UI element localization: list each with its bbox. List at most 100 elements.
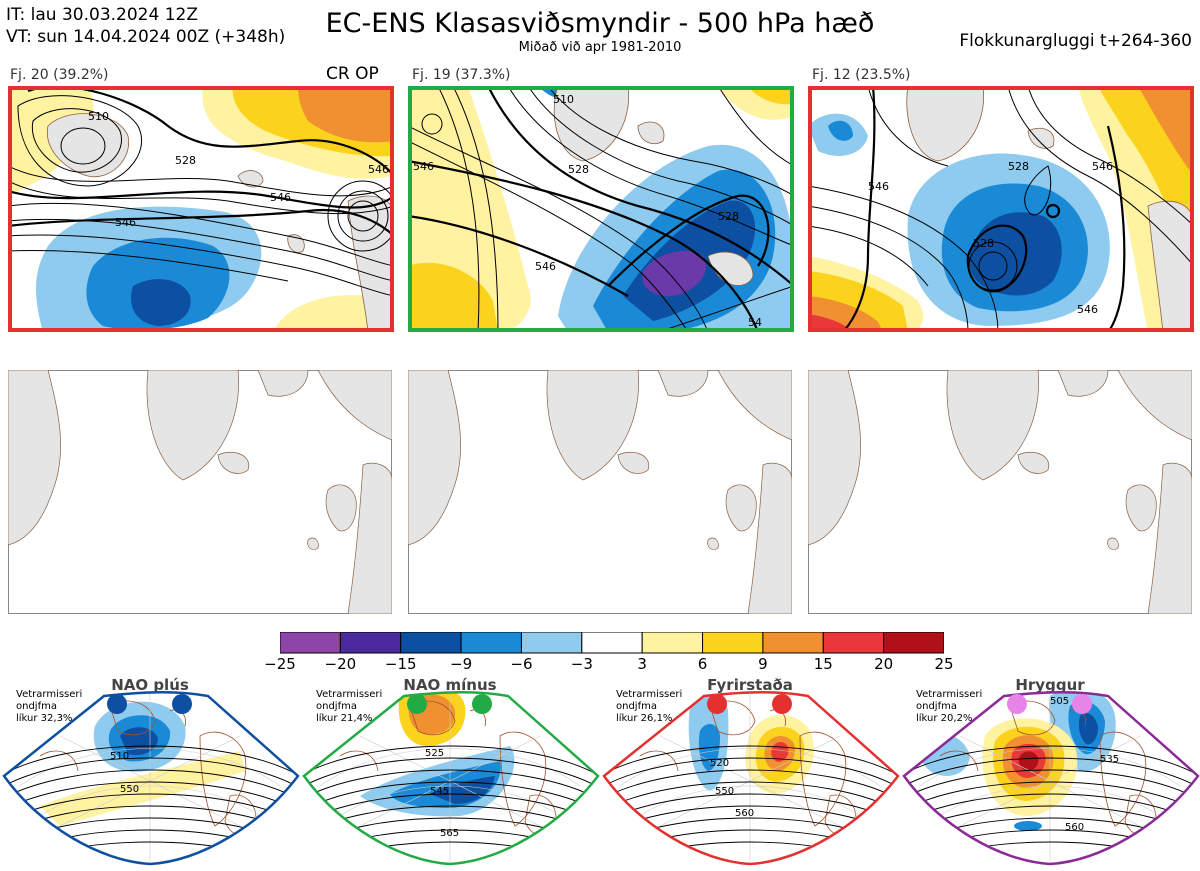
- classification-window: Flokkunargluggi t+264-360: [959, 31, 1192, 51]
- regime-contour-label: 565: [440, 828, 460, 839]
- regime-panel: Hryggur Vetrarmisseri ondjfma líkur 20,2% 50…: [900, 676, 1200, 871]
- regime-marker-dot: [772, 694, 792, 714]
- colorbar-tick-label: −25: [264, 655, 296, 673]
- regime-contour-label: 510: [110, 751, 130, 762]
- regime-marker-dot: [1072, 694, 1092, 714]
- regime-winter-line: Vetrarmisseri: [616, 689, 683, 700]
- cluster-1-op-label: CR OP: [326, 64, 379, 84]
- page-title: EC-ENS Klasasviðsmyndir - 500 hPa hæð: [325, 8, 875, 39]
- colorbar: [279, 631, 945, 658]
- regime-winter-line: ondjfma: [916, 701, 957, 712]
- header-info: IT: lau 30.03.2024 12Z VT: sun 14.04.202…: [6, 4, 285, 48]
- page-subtitle: Miðað við apr 1981-2010: [518, 40, 682, 55]
- colorbar-tick-label: −3: [570, 655, 593, 673]
- regime-marker-dot: [172, 694, 192, 714]
- regime-winter-note: Vetrarmisseri ondjfma líkur 32,3%: [16, 689, 82, 725]
- regime-marker-dot: [472, 694, 492, 714]
- regime-panel: NAO plús Vetrarmisseri ondjfma líkur 32,3% 5…: [0, 676, 300, 871]
- colorbar-segment: [339, 631, 402, 654]
- regime-title: Hryggur: [1015, 676, 1085, 694]
- colorbar-segment: [822, 631, 885, 654]
- regime-winter-line: Vetrarmisseri: [916, 689, 983, 700]
- cluster-1-contour-label: 546: [368, 163, 389, 176]
- regime-contour-label: 560: [1065, 822, 1085, 833]
- empty-map-2: [408, 370, 792, 614]
- regime-contour-label: 520: [710, 758, 730, 769]
- colorbar-tick-label: 6: [697, 655, 708, 673]
- regime-marker-dot: [707, 694, 727, 714]
- cluster-3-contour-label: 546: [1077, 303, 1098, 316]
- regime-map: [602, 691, 900, 866]
- cluster-3-label: Fj. 12 (23.5%): [812, 67, 911, 83]
- regime-contour-label: 550: [715, 786, 735, 797]
- regime-winter-line: ondjfma: [316, 701, 357, 712]
- regime-contour-label: 550: [120, 784, 140, 795]
- regime-winter-note: Vetrarmisseri ondjfma líkur 21,4%: [316, 689, 382, 725]
- cluster-3-map: [808, 86, 1194, 332]
- regime-winter-line: Vetrarmisseri: [316, 689, 383, 700]
- colorbar-segment: [581, 631, 643, 654]
- regime-winter-line: líkur 20,2%: [916, 713, 973, 724]
- cluster-2-contour-label: 528: [568, 163, 589, 176]
- colorbar-tick-label: 15: [813, 655, 833, 673]
- colorbar-segment: [520, 631, 583, 654]
- empty-map-3: [808, 370, 1192, 614]
- cluster-2-map: [408, 86, 794, 332]
- cluster-1-contour-label: 546: [270, 191, 291, 204]
- regime-winter-line: ondjfma: [16, 701, 57, 712]
- regime-marker-dot: [107, 694, 127, 714]
- cluster-3-contour-label: 528: [973, 237, 994, 250]
- colorbar-tick-label: −20: [324, 655, 357, 673]
- colorbar-tick-label: 9: [758, 655, 768, 673]
- regime-title: NAO plús: [111, 676, 189, 694]
- regime-contour-label: 525: [425, 748, 445, 759]
- initial-time: IT: lau 30.03.2024 12Z: [6, 5, 198, 25]
- regime-winter-line: líkur 21,4%: [316, 713, 373, 724]
- regime-winter-note: Vetrarmisseri ondjfma líkur 26,1%: [616, 689, 682, 725]
- regime-map: [2, 691, 300, 866]
- regime-contour-label: 535: [1100, 754, 1120, 765]
- regime-contour-label: 560: [735, 808, 755, 819]
- colorbar-tick-label: 3: [637, 655, 647, 673]
- colorbar-segment: [702, 631, 764, 654]
- regime-map: [902, 691, 1200, 866]
- regime-winter-line: líkur 32,3%: [16, 713, 73, 724]
- colorbar-tick-label: −6: [510, 655, 533, 673]
- colorbar-segment: [400, 631, 462, 654]
- cluster-3-contour-label: 528: [1008, 160, 1029, 173]
- colorbar-tick-label: 20: [874, 655, 894, 673]
- regime-winter-note: Vetrarmisseri ondjfma líkur 20,2%: [916, 689, 982, 725]
- cluster-1-contour-label: 510: [88, 110, 109, 123]
- regime-marker-dot: [407, 694, 427, 714]
- colorbar-segment: [460, 631, 522, 654]
- colorbar-tick-label: −9: [450, 655, 473, 673]
- colorbar-segment: [641, 631, 704, 654]
- colorbar-segment: [279, 631, 341, 654]
- cluster-3-contour-label: 546: [1092, 160, 1113, 173]
- colorbar-tick-label: 25: [934, 655, 954, 673]
- cluster-1-map: [8, 86, 394, 332]
- regime-contour-label: 545: [430, 786, 450, 797]
- cluster-1-label: Fj. 20 (39.2%): [10, 67, 109, 83]
- cluster-2-label: Fj. 19 (37.3%): [412, 67, 511, 83]
- regime-marker-dot: [1007, 694, 1027, 714]
- cluster-2-contour-label: 546: [535, 260, 556, 273]
- regime-map: [302, 691, 600, 866]
- cluster-2-contour-label: 528: [718, 210, 739, 223]
- colorbar-segment: [883, 631, 945, 654]
- empty-map-1: [8, 370, 392, 614]
- regime-panel: Fyrirstaða Vetrarmisseri ondjfma líkur 26,1…: [600, 676, 900, 871]
- regime-winter-line: ondjfma: [616, 701, 657, 712]
- cluster-3-contour-label: 546: [868, 180, 889, 193]
- cluster-2-contour-label: 510: [553, 93, 574, 106]
- regime-title: Fyrirstaða: [707, 676, 793, 694]
- cluster-1-contour-label: 546: [115, 216, 136, 229]
- colorbar-segment: [762, 631, 824, 654]
- regime-contour-label: 505: [1050, 696, 1070, 707]
- valid-time: VT: sun 14.04.2024 00Z (+348h): [6, 27, 286, 47]
- colorbar-tick-label: −15: [384, 655, 417, 673]
- regime-winter-line: líkur 26,1%: [616, 713, 673, 724]
- regime-panel: NAO mínus Vetrarmisseri ondjfma líkur 21,4%…: [300, 676, 600, 871]
- cluster-1-contour-label: 528: [175, 154, 196, 167]
- regime-title: NAO mínus: [403, 676, 497, 694]
